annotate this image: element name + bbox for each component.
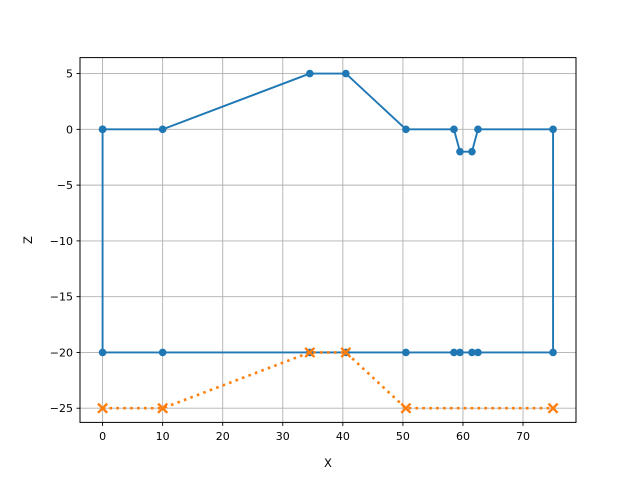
data-point-marker bbox=[98, 348, 107, 357]
data-point-marker bbox=[547, 402, 559, 414]
data-point-marker bbox=[468, 147, 476, 156]
y-tick-label: −15 bbox=[50, 291, 73, 304]
data-point-marker bbox=[450, 348, 458, 357]
series-baseline-profile-orange bbox=[97, 347, 559, 414]
axes-frame bbox=[79, 57, 577, 423]
x-tick-label: 30 bbox=[276, 430, 290, 443]
data-point-marker bbox=[98, 125, 107, 134]
x-tick-label: 70 bbox=[516, 430, 530, 443]
data-series bbox=[97, 69, 559, 414]
x-tick-label: 60 bbox=[456, 430, 470, 443]
y-tick-label: −10 bbox=[50, 235, 73, 248]
data-point-marker bbox=[342, 69, 350, 78]
series-line-baseline-profile-orange bbox=[102, 351, 554, 410]
data-point-marker bbox=[402, 125, 410, 134]
data-point-marker bbox=[97, 402, 109, 414]
x-tick-label: 0 bbox=[99, 430, 106, 443]
data-point-marker bbox=[402, 348, 410, 357]
x-tick-label: 10 bbox=[156, 430, 170, 443]
data-point-marker bbox=[306, 69, 314, 78]
x-tick-label: 20 bbox=[216, 430, 230, 443]
data-point-marker bbox=[456, 147, 464, 156]
y-axis-label: Z bbox=[21, 236, 35, 244]
y-tick-label: −20 bbox=[50, 346, 73, 359]
y-tick-label: 5 bbox=[66, 68, 73, 81]
y-tick-label: 0 bbox=[66, 123, 73, 136]
data-point-marker bbox=[304, 347, 316, 358]
data-point-marker bbox=[474, 348, 482, 357]
data-point-marker bbox=[549, 348, 557, 357]
axis-ticks bbox=[76, 73, 524, 426]
data-point-marker bbox=[158, 348, 167, 357]
plot-area bbox=[80, 57, 576, 423]
data-point-marker bbox=[340, 347, 352, 358]
data-point-marker bbox=[157, 402, 169, 414]
data-point-marker bbox=[400, 402, 412, 414]
data-point-marker bbox=[456, 348, 464, 357]
x-tick-label: 40 bbox=[336, 430, 350, 443]
data-point-marker bbox=[468, 348, 476, 357]
data-point-marker bbox=[549, 125, 557, 134]
data-point-marker bbox=[474, 125, 482, 134]
data-point-marker bbox=[450, 125, 458, 134]
x-axis-label: X bbox=[324, 456, 332, 470]
data-point-marker bbox=[158, 125, 167, 134]
y-tick-label: −5 bbox=[57, 179, 73, 192]
x-tick-label: 50 bbox=[396, 430, 410, 443]
y-tick-label: −25 bbox=[50, 402, 73, 415]
